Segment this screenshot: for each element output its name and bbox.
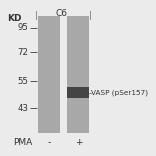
Text: PMA: PMA xyxy=(13,138,32,147)
Text: -: - xyxy=(48,138,51,147)
Bar xyxy=(67,16,89,133)
Bar xyxy=(38,16,60,133)
Bar xyxy=(67,87,89,98)
Text: +: + xyxy=(75,138,82,147)
Text: |: | xyxy=(89,11,92,20)
Text: VASP (pSer157): VASP (pSer157) xyxy=(91,89,148,96)
Text: |: | xyxy=(35,11,38,20)
Text: 95: 95 xyxy=(17,23,28,32)
Text: C6: C6 xyxy=(56,9,68,18)
Text: 43: 43 xyxy=(17,104,28,113)
Text: 55: 55 xyxy=(17,77,28,86)
Text: 72: 72 xyxy=(17,48,28,57)
Text: KD: KD xyxy=(7,14,22,23)
